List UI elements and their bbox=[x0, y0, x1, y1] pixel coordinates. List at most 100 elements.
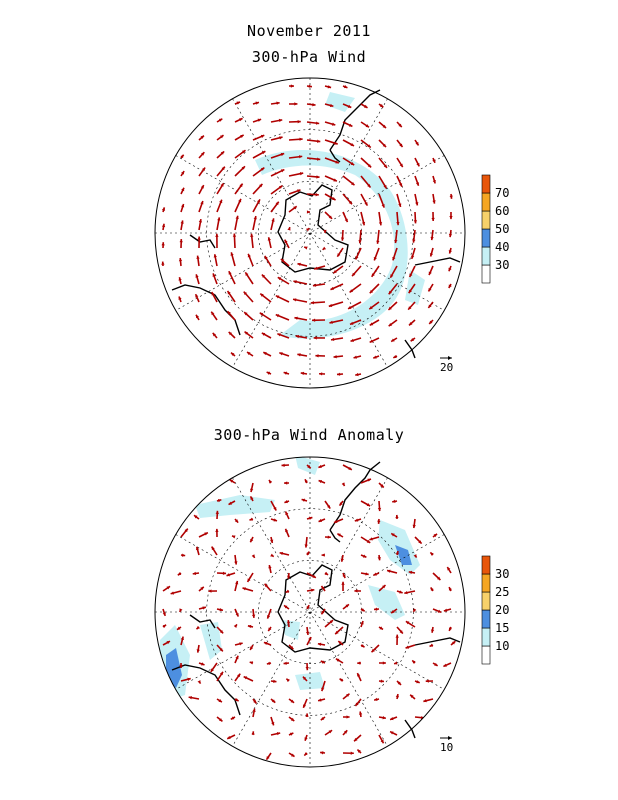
anomaly-vector-arrow bbox=[304, 478, 308, 484]
anomaly-vector-arrow bbox=[395, 693, 400, 700]
anomaly-vector-arrow bbox=[270, 698, 276, 704]
anomaly-vector-arrow bbox=[216, 698, 223, 703]
wind-map-border bbox=[154, 77, 466, 389]
anomaly-vector-arrow bbox=[234, 554, 238, 565]
anomaly-vector-arrow bbox=[342, 693, 350, 700]
wind-vector-arrow bbox=[360, 139, 372, 149]
wind-vector-arrow bbox=[414, 175, 420, 187]
anomaly-vector-arrow bbox=[448, 586, 452, 592]
anomaly-vector-arrow bbox=[321, 553, 326, 557]
wind-vector-arrow bbox=[288, 137, 303, 141]
anomaly-vector-arrow bbox=[288, 752, 295, 758]
wind-vector-arrow bbox=[313, 265, 326, 270]
anomaly-vector-arrow bbox=[242, 587, 254, 592]
wind-vector-arrow bbox=[350, 337, 362, 343]
anomaly-colorbar-swatch bbox=[481, 627, 491, 647]
anomaly-vector-arrow bbox=[162, 608, 166, 617]
wind-vector-arrow bbox=[388, 283, 398, 295]
anomaly-vector-arrow bbox=[198, 662, 205, 666]
wind-vector-arrow bbox=[279, 352, 290, 357]
anomaly-vector-arrow bbox=[370, 644, 380, 653]
wind-vector-arrow bbox=[234, 101, 241, 105]
wind-vector-arrow bbox=[360, 121, 370, 128]
wind-vector-arrow bbox=[432, 175, 436, 184]
anomaly-vector-arrow bbox=[233, 623, 238, 628]
anomaly-vector-arrow bbox=[226, 734, 236, 740]
anomaly-vector-arrow bbox=[251, 731, 255, 736]
wind-vector-arrow bbox=[212, 332, 218, 339]
wind-vector-arrow bbox=[378, 103, 384, 108]
wind-vector-arrow bbox=[306, 84, 313, 88]
anomaly-colorbar-label: 30 bbox=[495, 567, 509, 581]
anomaly-vector-arrow bbox=[356, 672, 362, 682]
wind-vector-arrow bbox=[270, 152, 285, 159]
wind-vector-arrow bbox=[324, 85, 332, 89]
wind-vector-arrow bbox=[324, 211, 333, 220]
anomaly-vector-arrow bbox=[360, 554, 367, 559]
wind-vector-arrow bbox=[322, 246, 327, 251]
anomaly-vector-arrow bbox=[249, 517, 254, 521]
wind-vector-arrow bbox=[216, 134, 224, 141]
wind-vector-arrow bbox=[270, 118, 283, 123]
wind-vector-arrow bbox=[373, 247, 380, 261]
anomaly-vector-arrow bbox=[270, 500, 277, 511]
wind-vector-arrow bbox=[396, 157, 404, 168]
wind-vector-arrow bbox=[252, 118, 262, 123]
wind-vector-arrow bbox=[360, 157, 372, 168]
anomaly-vector-arrow bbox=[432, 572, 441, 581]
anomaly-vector-arrow bbox=[249, 644, 254, 651]
wind-vector-arrow bbox=[414, 157, 420, 167]
wind-vector-arrow bbox=[324, 139, 338, 145]
anomaly-vector-arrow bbox=[284, 511, 290, 520]
wind-vector-arrow bbox=[234, 198, 242, 213]
wind-vector-arrow bbox=[280, 258, 290, 267]
anomaly-vector-arrow bbox=[413, 554, 418, 558]
anomaly-vector-arrow bbox=[198, 531, 209, 538]
wind-vector-arrow bbox=[333, 355, 344, 359]
anomaly-vector-arrow bbox=[429, 643, 434, 648]
anomaly-vector-arrow bbox=[234, 698, 240, 702]
anomaly-vector-arrow bbox=[378, 626, 384, 631]
anomaly-vector-arrow bbox=[446, 566, 452, 574]
wind-vector-arrow bbox=[372, 355, 380, 359]
anomaly-vector-arrow bbox=[414, 536, 423, 545]
wind-vector-arrow bbox=[288, 172, 304, 177]
wind-vector-arrow bbox=[178, 296, 182, 303]
anomaly-vector-arrow bbox=[354, 589, 362, 593]
wind-vector-arrow bbox=[234, 215, 239, 231]
wind-vector-arrow bbox=[216, 182, 225, 195]
wind-vector-arrow bbox=[389, 265, 398, 279]
anomaly-vector-arrow bbox=[211, 546, 218, 556]
anomaly-vector-arrow bbox=[306, 588, 315, 592]
anomaly-vector-arrow bbox=[216, 608, 224, 612]
wind-vector-arrow bbox=[378, 121, 387, 129]
anomaly-vector-arrow bbox=[251, 608, 256, 618]
wind-vector-arrow bbox=[288, 189, 301, 195]
wind-vector-arrow bbox=[349, 319, 362, 326]
wind-vector-arrow bbox=[216, 118, 223, 123]
anomaly-vector-arrow bbox=[324, 500, 331, 510]
wind-vector-arrow bbox=[378, 193, 385, 208]
wind-vector-arrow bbox=[324, 157, 340, 164]
wind-colorbar-swatch bbox=[481, 246, 491, 266]
wind-vector-arrow bbox=[226, 310, 236, 321]
anomaly-colorbar-label: 25 bbox=[495, 585, 509, 599]
wind-vector-arrow bbox=[410, 337, 416, 342]
anomaly-colorbar-label: 15 bbox=[495, 621, 509, 635]
anomaly-vector-arrow bbox=[412, 518, 416, 529]
anomaly-colorbar-label: 10 bbox=[495, 639, 509, 653]
anomaly-vector-arrow bbox=[430, 626, 435, 633]
wind-vector-arrow bbox=[216, 217, 221, 231]
wind-vector-arrow bbox=[226, 290, 236, 303]
wind-vector-arrow bbox=[312, 283, 326, 287]
wind-vector-arrow bbox=[216, 166, 226, 177]
wind-vector-arrow bbox=[161, 242, 165, 249]
anomaly-vector-arrow bbox=[360, 478, 372, 484]
wind-vector-arrow bbox=[396, 121, 403, 128]
wind-vector-arrow bbox=[355, 372, 362, 377]
anomaly-vector-arrow bbox=[342, 464, 353, 471]
wind-vector-arrow bbox=[275, 294, 290, 303]
wind-vector-arrow bbox=[324, 175, 338, 182]
wind-vector-arrow bbox=[196, 255, 200, 267]
